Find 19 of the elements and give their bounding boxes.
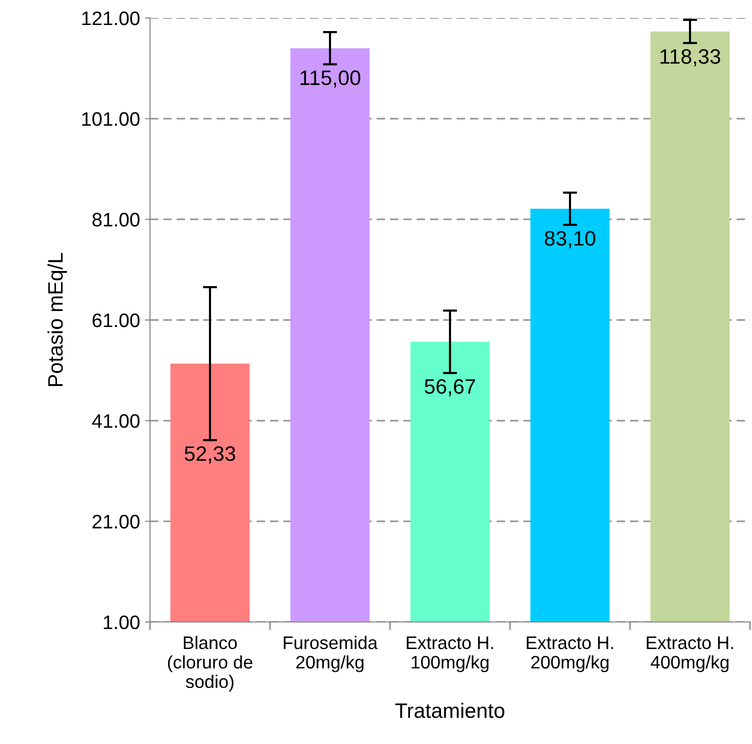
data-label: 52,33: [184, 446, 236, 464]
x-axis-title: Tratamiento: [395, 702, 504, 718]
y-tick-label: 121.00: [82, 11, 140, 26]
y-tick-label: 41.00: [92, 414, 140, 428]
data-label: 118,33: [660, 49, 720, 66]
data-label: 56,67: [424, 379, 476, 396]
y-axis-title: Potasio mEq/L: [48, 252, 67, 386]
x-tick-label: Extracto H. 100mg/kg: [406, 636, 494, 672]
y-tick-label: 61.00: [92, 313, 140, 328]
y-tick-label: 81.00: [92, 212, 140, 227]
x-tick-label: Blanco (cloruro de sodio): [168, 636, 252, 692]
y-tick-label: 1.00: [104, 615, 140, 630]
x-tick-label: Extracto H. 200mg/kg: [526, 636, 614, 672]
data-label: 115,00: [300, 70, 360, 88]
y-tick-label: 101.00: [82, 112, 140, 126]
y-tick-label: 21.00: [92, 514, 140, 529]
data-label: 83,10: [544, 230, 596, 248]
x-tick-label: Furosemida 20mg/kg: [284, 636, 378, 672]
x-tick-label: Extracto H. 400mg/kg: [646, 636, 734, 672]
